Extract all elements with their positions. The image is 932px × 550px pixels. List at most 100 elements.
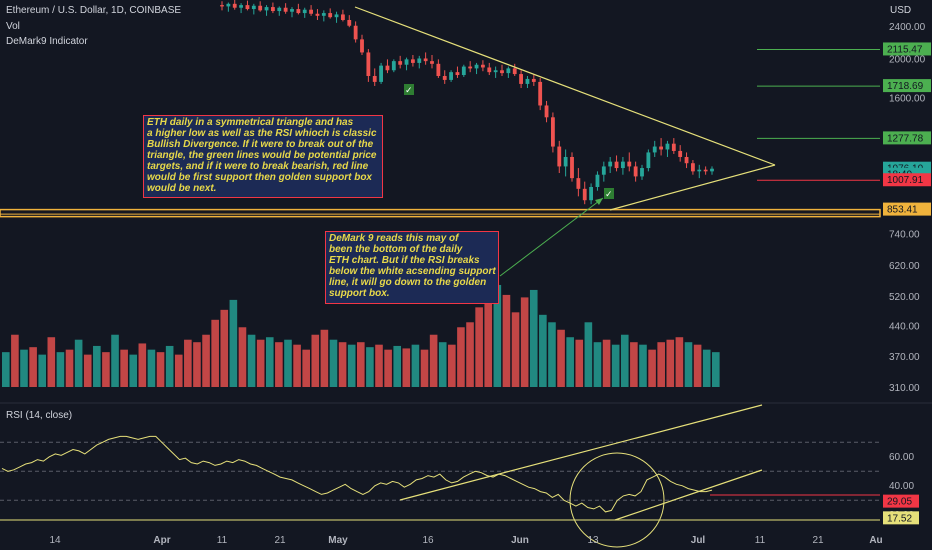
annotation-note-demark[interactable]: DeMark 9 reads this may of been the bott… — [325, 231, 499, 304]
candle-body — [684, 156, 689, 164]
volume-bar — [457, 327, 465, 387]
candle-body — [671, 143, 676, 151]
candle — [379, 62, 383, 84]
candle-body — [589, 187, 593, 201]
volume-bar — [265, 337, 274, 387]
time-tick-label: 11 — [217, 535, 228, 546]
symbol-title: Ethereum / U.S. Dollar, 1D, COINBASE — [6, 5, 182, 16]
volume-bar — [184, 339, 192, 387]
price-tick-label: 740.00 — [889, 230, 920, 241]
candle — [461, 64, 466, 77]
candle — [481, 60, 485, 72]
rsi-tick-label: 60.00 — [889, 452, 914, 463]
candle-body — [321, 13, 326, 16]
candle-body — [576, 178, 581, 189]
time-tick-label: Jun — [511, 535, 529, 546]
triangle-lower-line — [609, 164, 776, 211]
note-line: support box. — [329, 288, 390, 299]
volume-bar — [2, 352, 10, 387]
candle — [442, 70, 447, 84]
candle-body — [551, 117, 555, 147]
candle — [360, 34, 364, 55]
candle — [627, 152, 632, 172]
note-line: DeMark 9 reads this may of — [329, 233, 459, 244]
volume-bar — [557, 329, 565, 387]
volume-bar — [329, 339, 338, 387]
volume-bar — [475, 307, 483, 387]
candle — [455, 66, 460, 78]
rsi-resistance-line — [399, 404, 763, 501]
annotation-arrow — [499, 197, 604, 277]
volume-bar — [111, 334, 119, 387]
volume-bar — [438, 342, 447, 387]
candle-body — [417, 58, 422, 63]
price-badge-label: 1718.69 — [887, 81, 924, 92]
candle — [531, 74, 536, 86]
time-tick-label: 14 — [49, 535, 61, 546]
note-line: Bullish Divergence. If it were to break … — [147, 139, 374, 150]
candle-body — [640, 168, 644, 177]
volume-bar — [693, 344, 702, 387]
time-tick-label: 21 — [274, 535, 286, 546]
triangle-upper-line — [354, 6, 776, 166]
annotation-note-triangle[interactable]: ETH daily in a symmetrical triangle and … — [143, 115, 383, 198]
volume-bar — [302, 349, 310, 387]
candle — [525, 75, 530, 89]
candle — [589, 183, 593, 205]
price-badge — [883, 131, 931, 145]
candle — [239, 3, 243, 14]
candle — [341, 9, 345, 22]
candle-body — [449, 72, 453, 80]
candle-body — [691, 163, 695, 172]
volume-bar — [539, 314, 547, 387]
demark-check-icon — [404, 84, 414, 95]
volume-bar — [211, 319, 219, 387]
candle-body — [557, 146, 562, 167]
candle — [404, 57, 409, 71]
candle-body — [468, 66, 473, 69]
candle — [220, 1, 224, 11]
volume-bar — [256, 339, 265, 387]
note-line: ETH chart. But if the RSI breaks — [329, 255, 480, 266]
volume-bar — [174, 354, 183, 387]
time-tick-label: Jul — [691, 535, 706, 546]
candle — [684, 152, 689, 169]
candle-body — [582, 188, 587, 201]
volume-bar — [657, 342, 665, 387]
note-line: a higher low as well as the RSI whioch i… — [147, 128, 377, 139]
price-badge-label: 1007.91 — [887, 175, 924, 186]
volume-bar — [138, 343, 147, 387]
candle-body — [493, 70, 498, 73]
volume-bar — [548, 322, 556, 387]
candle-body — [226, 3, 231, 7]
rsi-support-line — [614, 469, 763, 521]
candle — [449, 70, 453, 82]
candle-body — [404, 59, 409, 65]
candle — [398, 55, 403, 69]
rsi-highlight-circle — [569, 452, 665, 548]
candle — [697, 164, 702, 179]
price-badge — [883, 42, 931, 56]
volume-bar — [347, 344, 356, 387]
volume-bar — [611, 344, 620, 387]
candle — [671, 138, 676, 154]
volume-bar — [120, 349, 128, 387]
candle — [385, 59, 390, 74]
volume-bar — [293, 344, 301, 387]
volume-bar — [466, 322, 474, 387]
candle — [353, 21, 358, 43]
candle — [614, 155, 619, 172]
volume-bar — [11, 334, 19, 387]
candle — [309, 5, 313, 16]
candle-body — [372, 75, 377, 82]
candle-body — [481, 64, 485, 68]
volume-bar — [684, 342, 693, 387]
time-tick-label: 11 — [755, 535, 766, 546]
candle — [710, 166, 714, 175]
candle-body — [442, 75, 447, 80]
candle-body — [360, 39, 364, 53]
note-line: would be next. — [147, 183, 217, 194]
candle — [608, 156, 613, 174]
